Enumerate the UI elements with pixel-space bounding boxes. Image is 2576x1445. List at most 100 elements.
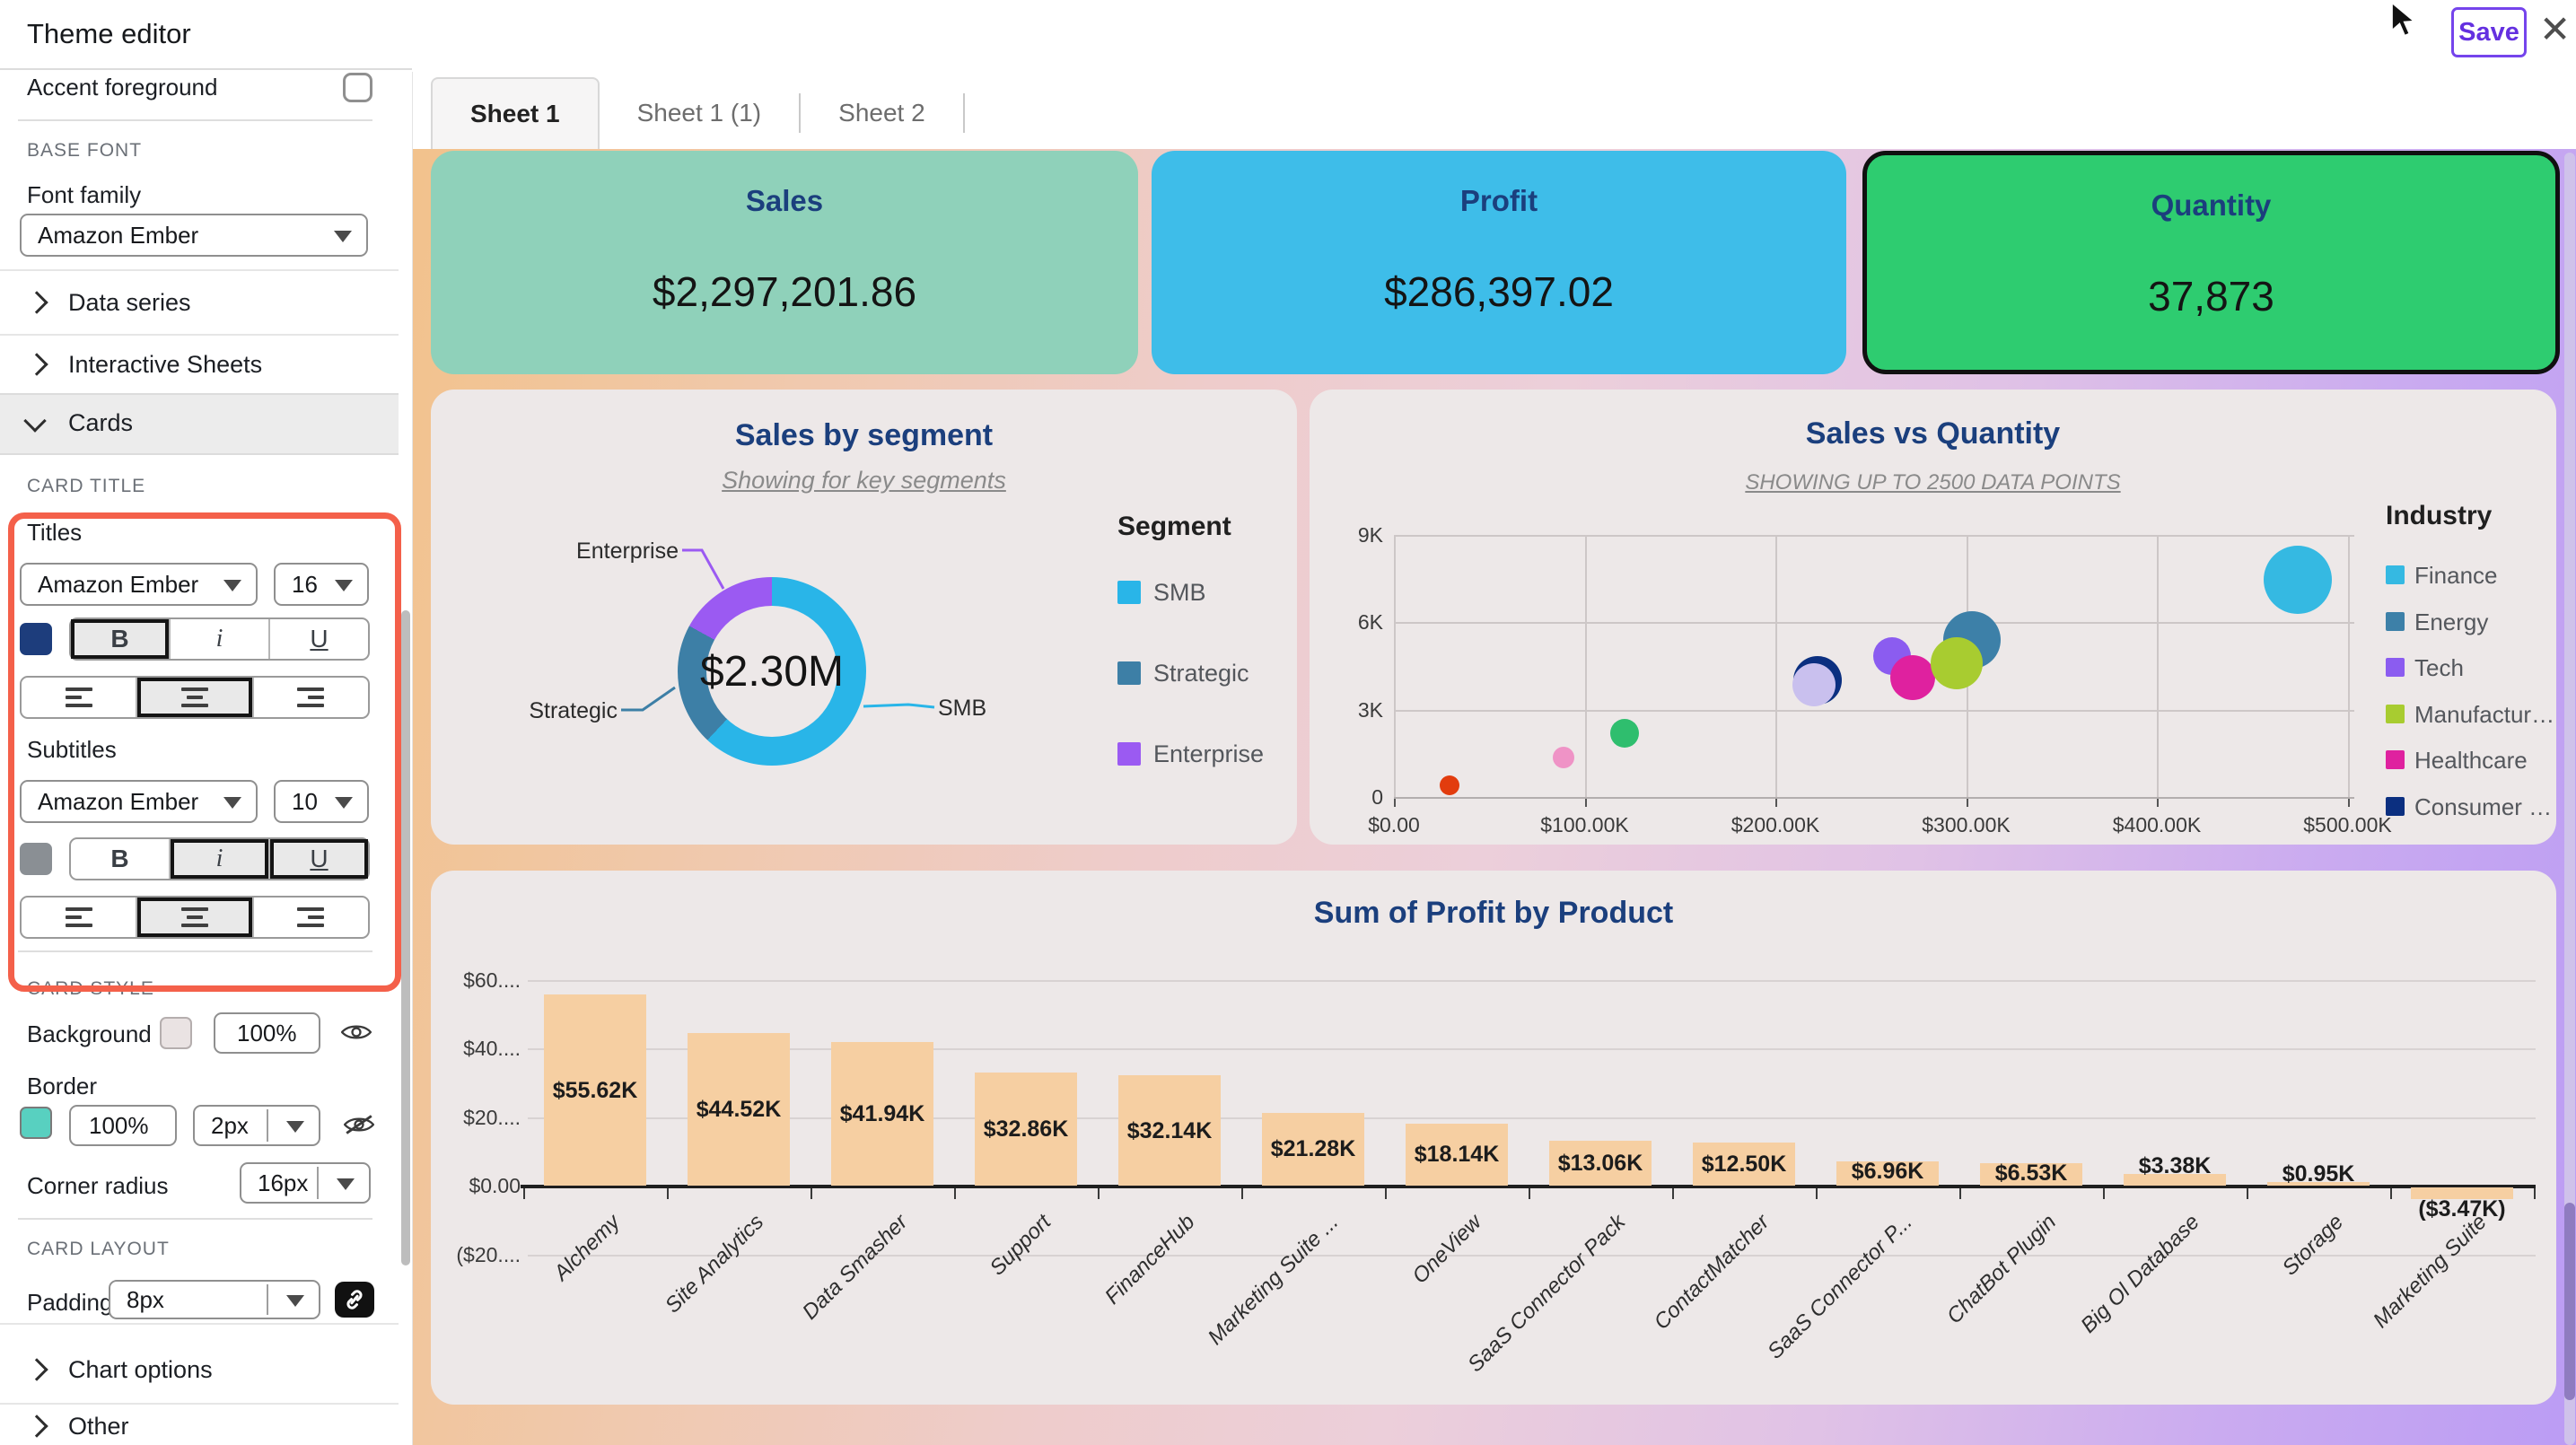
sidebar-item-data-series[interactable]: Data series xyxy=(68,289,191,316)
legend-item[interactable]: Enterprise xyxy=(1153,740,1265,767)
sales-by-segment-card[interactable]: Sales by segment Showing for key segment… xyxy=(431,390,1297,845)
close-icon[interactable]: ✕ xyxy=(2539,8,2572,50)
bar-storage[interactable] xyxy=(2267,1182,2370,1186)
titles-align-right-button[interactable] xyxy=(251,678,368,717)
save-button[interactable]: Save xyxy=(2451,7,2527,57)
sidebar-item-other[interactable]: Other xyxy=(68,1413,129,1440)
kpi-card-profit[interactable]: Profit $286,397.02 xyxy=(1152,151,1846,374)
border-width-select[interactable]: 2px xyxy=(193,1105,320,1146)
subtitles-italic-button[interactable]: i xyxy=(169,839,268,879)
border-color-swatch[interactable] xyxy=(20,1107,52,1139)
subtitles-bold-button[interactable]: B xyxy=(110,845,129,872)
bar-chatbot-plugin[interactable] xyxy=(1980,1163,2082,1186)
legend-item[interactable]: Strategic xyxy=(1153,660,1249,687)
x-tick xyxy=(1959,1188,1961,1199)
bar-marketing-suite-[interactable] xyxy=(1262,1112,1364,1186)
bar-big-ol-database[interactable] xyxy=(2124,1174,2226,1186)
subtitles-underline-button[interactable]: U xyxy=(268,839,368,879)
page-scrollbar-thumb[interactable] xyxy=(2564,1203,2575,1400)
titles-italic-button[interactable]: i xyxy=(169,619,268,659)
chart-subtitle: Showing for key segments xyxy=(722,467,1006,494)
background-label: Background xyxy=(27,1020,152,1047)
profit-by-product-card[interactable]: Sum of Profit by Product $60.... $40.... $… xyxy=(431,871,2556,1405)
sidebar-scrollbar[interactable] xyxy=(401,610,410,1265)
sidebar-item-chart-options[interactable]: Chart options xyxy=(68,1356,213,1383)
bar-contactmatcher[interactable] xyxy=(1693,1143,1795,1186)
y-tick-label: $20.... xyxy=(463,1105,521,1129)
bar-oneview[interactable] xyxy=(1406,1123,1508,1186)
y-tick-label: $60.... xyxy=(463,968,521,992)
bar-site-analytics[interactable] xyxy=(688,1032,790,1186)
border-opacity-input[interactable]: 100% xyxy=(69,1105,177,1146)
scatter-bubble-healthcare[interactable] xyxy=(1890,654,1935,700)
sales-vs-quantity-card[interactable]: Sales vs Quantity SHOWING UP TO 2500 DAT… xyxy=(1310,390,2556,845)
accent-foreground-swatch[interactable] xyxy=(343,73,372,102)
eye-off-icon[interactable] xyxy=(344,1113,374,1136)
subtitles-color-swatch[interactable] xyxy=(20,843,52,875)
bar-value-label: $32.14K xyxy=(1126,1117,1213,1143)
x-tick xyxy=(1966,797,1968,807)
background-opacity-input[interactable]: 100% xyxy=(214,1012,320,1054)
scatter-bubble[interactable] xyxy=(1439,775,1459,796)
tab-sheet-1-1-[interactable]: Sheet 1 (1) xyxy=(636,99,762,127)
titles-underline-button[interactable]: U xyxy=(268,619,368,659)
x-tick xyxy=(2534,1188,2536,1199)
tab-sheet-1[interactable]: Sheet 1 xyxy=(431,77,600,149)
font-family-select[interactable]: Amazon Ember xyxy=(20,214,368,257)
legend-item[interactable]: Manufactur… xyxy=(2414,700,2555,728)
subtitles-align-right-button[interactable] xyxy=(251,898,368,937)
sidebar-item-interactive-sheets[interactable]: Interactive Sheets xyxy=(68,351,263,378)
gridline xyxy=(528,979,2536,982)
titles-align-center-button[interactable] xyxy=(136,678,252,717)
scatter-bubble-manufactur-[interactable] xyxy=(1930,636,1983,689)
legend-title: Industry xyxy=(2386,501,2493,530)
bar-saas-connector-pack[interactable] xyxy=(1549,1141,1652,1186)
bar-financehub[interactable] xyxy=(1118,1075,1221,1186)
align-center-icon xyxy=(180,907,208,927)
subtitles-size-select[interactable]: 10 xyxy=(274,780,369,823)
tab-sheet-2[interactable]: Sheet 2 xyxy=(838,99,925,127)
titles-align-left-button[interactable] xyxy=(22,678,136,717)
bar-data-smasher[interactable] xyxy=(831,1041,933,1186)
scatter-bubble[interactable] xyxy=(1792,663,1836,707)
corner-radius-select[interactable]: 16px xyxy=(240,1162,371,1204)
scatter-bubble[interactable] xyxy=(1610,718,1640,748)
legend-swatch-finance xyxy=(2386,565,2405,584)
kpi-card-sales[interactable]: Sales $2,297,201.86 xyxy=(431,151,1138,374)
subtitles-align-left-button[interactable] xyxy=(22,898,136,937)
bar-saas-connector-p-[interactable] xyxy=(1836,1161,1939,1186)
titles-font-select[interactable]: Amazon Ember xyxy=(20,563,258,606)
titles-size-select[interactable]: 16 xyxy=(274,563,369,606)
subtitles-font-select[interactable]: Amazon Ember xyxy=(20,780,258,823)
titles-label: Titles xyxy=(27,519,83,546)
legend-item[interactable]: SMB xyxy=(1153,579,1206,606)
kpi-card-quantity[interactable]: Quantity 37,873 xyxy=(1862,151,2560,374)
legend-item[interactable]: Consumer … xyxy=(2414,793,2553,820)
padding-select[interactable]: 8px xyxy=(109,1280,320,1319)
x-tick xyxy=(1098,1188,1100,1199)
link-padding-button[interactable] xyxy=(335,1282,374,1318)
legend-item[interactable]: Finance xyxy=(2414,562,2498,589)
bar-marketing-suite[interactable] xyxy=(2411,1187,2513,1200)
titles-color-swatch[interactable] xyxy=(20,623,52,655)
subtitles-align-center-button[interactable] xyxy=(136,898,252,937)
scatter-bubble[interactable] xyxy=(1553,747,1575,769)
titles-bold-button[interactable]: B xyxy=(71,619,169,659)
background-color-swatch[interactable] xyxy=(160,1017,192,1049)
legend-item[interactable]: Tech xyxy=(2414,654,2464,681)
scatter-bubble-finance[interactable] xyxy=(2264,546,2333,615)
chart-subtitle: SHOWING UP TO 2500 DATA POINTS xyxy=(1745,470,2121,495)
y-tick-label: $40.... xyxy=(463,1037,521,1060)
legend-title: Segment xyxy=(1117,512,1231,541)
legend-swatch-manufactur- xyxy=(2386,704,2405,723)
legend-item[interactable]: Healthcare xyxy=(2414,747,2528,774)
eye-icon[interactable] xyxy=(341,1021,372,1043)
legend-item[interactable]: Energy xyxy=(2414,608,2489,635)
bar-alchemy[interactable] xyxy=(544,994,646,1186)
page-scrollbar-track[interactable] xyxy=(2564,153,2575,1445)
x-axis-line xyxy=(1394,797,2354,799)
bar-support[interactable] xyxy=(975,1073,1077,1186)
align-left-icon xyxy=(65,907,92,927)
sidebar-item-cards-row[interactable]: Cards xyxy=(0,393,399,455)
subtitles-format-group: B i U xyxy=(69,837,370,880)
